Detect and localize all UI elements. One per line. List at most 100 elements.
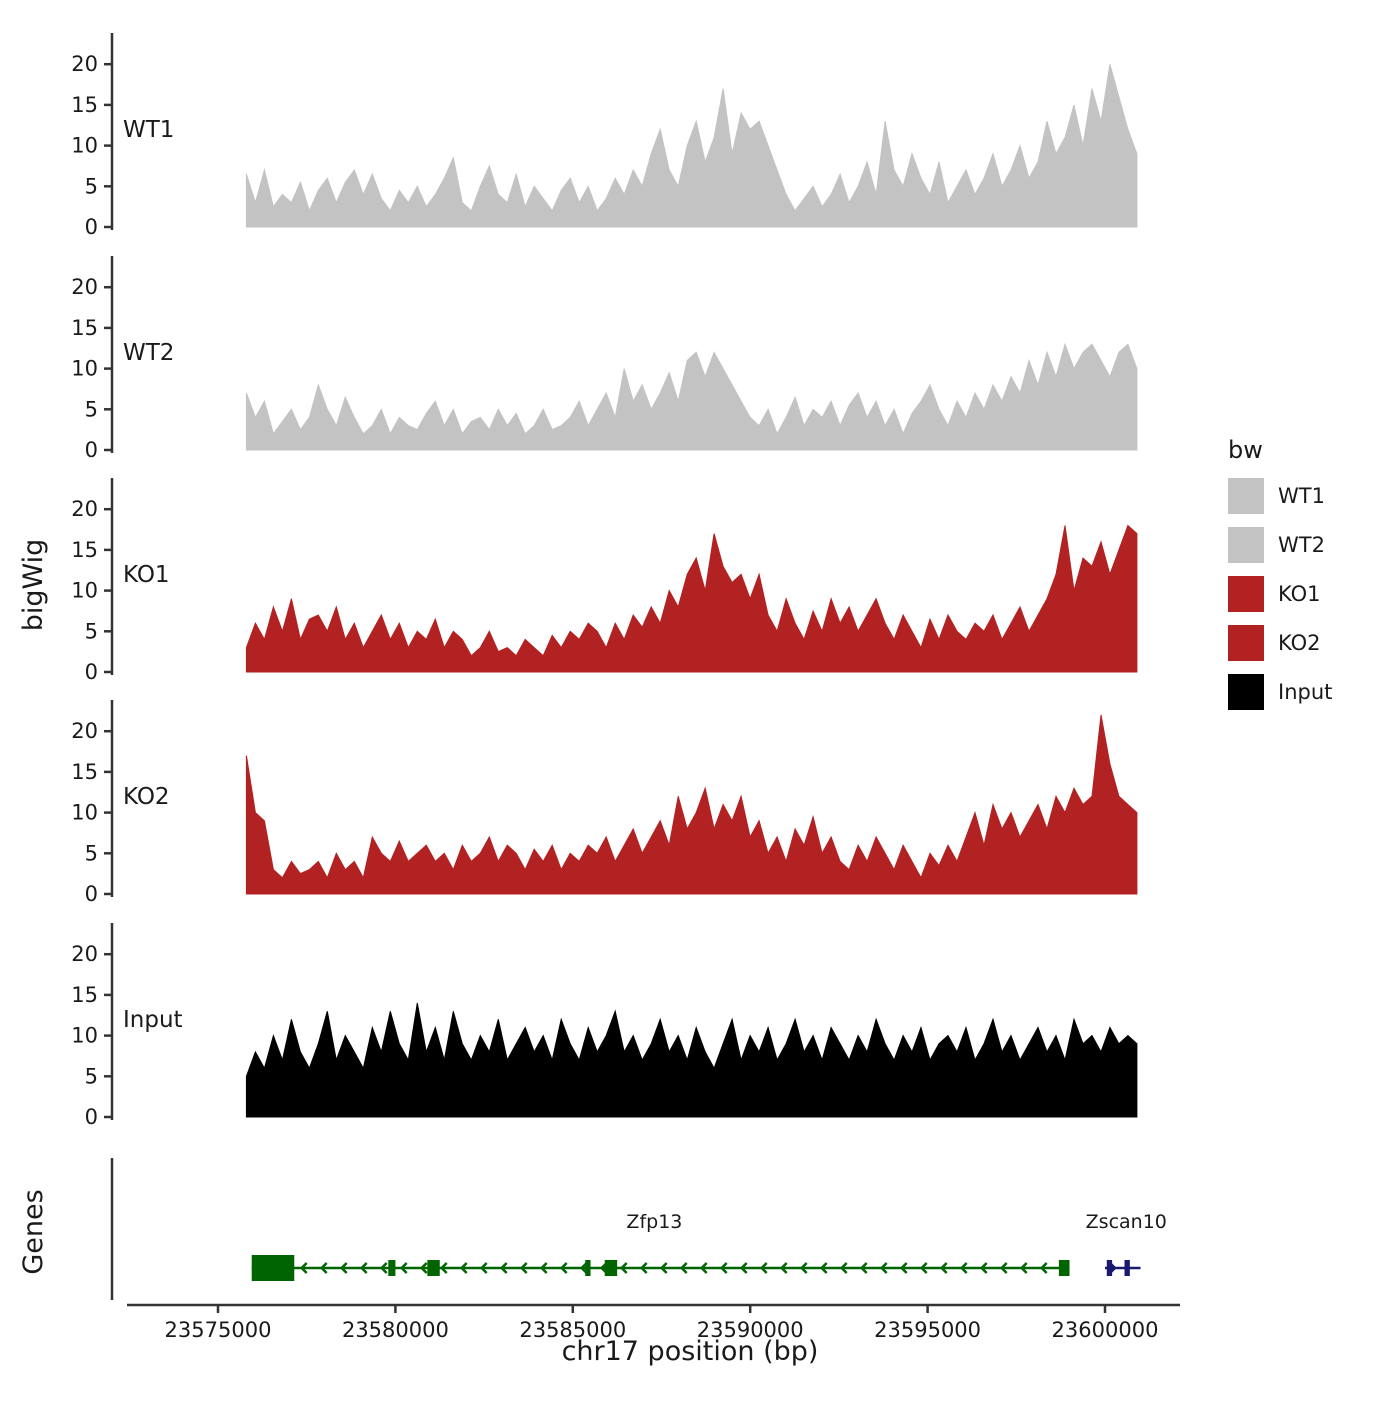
gene-zfp13: Zfp13: [251, 1211, 1070, 1281]
x-tick-label: 23600000: [1052, 1318, 1159, 1342]
gene-label: Zscan10: [1086, 1211, 1167, 1233]
y-tick-label: 15: [71, 983, 98, 1007]
y-tick-label: 15: [71, 538, 98, 562]
y-tick-label: 5: [85, 397, 98, 421]
y-tick-label: 10: [71, 801, 98, 825]
track-wt1: 0 5 10 15 20 WT1: [71, 33, 1138, 239]
exon: [1124, 1260, 1130, 1276]
legend-swatch-input: [1228, 674, 1264, 710]
strand-arrow: [479, 1262, 488, 1274]
strand-arrow: [519, 1262, 528, 1274]
strand-arrow: [719, 1262, 728, 1274]
track-label: WT1: [123, 117, 174, 143]
strand-arrow: [879, 1262, 888, 1274]
genes-axis-title: Genes: [18, 1189, 49, 1274]
strand-arrow: [459, 1262, 468, 1274]
legend-label: WT1: [1278, 484, 1325, 508]
y-axis-title: bigWig: [18, 539, 49, 632]
track-label: KO2: [123, 784, 170, 810]
legend-title: bw: [1228, 436, 1263, 464]
strand-arrow: [699, 1262, 708, 1274]
y-tick-label: 0: [85, 1105, 98, 1129]
y-tick-label: 20: [71, 497, 98, 521]
legend-swatch-wt2: [1228, 527, 1264, 563]
strand-arrow: [759, 1262, 768, 1274]
exon: [251, 1255, 295, 1281]
track-wt2: 0 5 10 15 20 WT2: [71, 256, 1138, 462]
legend: WT1 WT2 KO1 KO2 Input: [1228, 478, 1332, 710]
legend-swatch-ko2: [1228, 625, 1264, 661]
y-tick-label: 20: [71, 52, 98, 76]
strand-arrow: [1039, 1262, 1048, 1274]
strand-arrow: [799, 1262, 808, 1274]
strand-arrow: [679, 1262, 688, 1274]
exon: [604, 1260, 618, 1276]
strand-arrow: [559, 1262, 568, 1274]
track-input: 0 5 10 15 20 Input: [71, 923, 1138, 1129]
strand-arrow: [919, 1262, 928, 1274]
y-tick-label: 0: [85, 215, 98, 239]
strand-arrow: [979, 1262, 988, 1274]
legend-label: KO2: [1278, 631, 1321, 655]
y-tick-label: 0: [85, 438, 98, 462]
strand-arrow: [299, 1262, 308, 1274]
track-ko1: 0 5 10 15 20 KO1: [71, 478, 1138, 684]
y-tick-label: 15: [71, 93, 98, 117]
track-label: WT2: [123, 340, 174, 366]
strand-arrow: [639, 1262, 648, 1274]
y-tick-label: 10: [71, 134, 98, 158]
exon: [388, 1260, 396, 1276]
genes-panel: Zfp13 Zscan10: [110, 1158, 1167, 1300]
y-tick-label: 20: [71, 275, 98, 299]
y-tick-label: 5: [85, 619, 98, 643]
gene-zscan10: Zscan10: [1086, 1211, 1167, 1276]
x-axis-title: chr17 position (bp): [562, 1336, 819, 1367]
strand-arrow: [399, 1262, 408, 1274]
track-label: KO1: [123, 562, 170, 588]
y-tick-label: 0: [85, 660, 98, 684]
strand-arrow: [739, 1262, 748, 1274]
strand-arrow: [619, 1262, 628, 1274]
coverage-area-ko1: [245, 524, 1138, 673]
strand-arrow: [859, 1262, 868, 1274]
coverage-area-ko2: [245, 714, 1138, 895]
exon: [1058, 1260, 1070, 1276]
y-tick-label: 0: [85, 882, 98, 906]
exon: [585, 1260, 591, 1276]
y-tick-label: 20: [71, 942, 98, 966]
legend-label: WT2: [1278, 533, 1325, 557]
exon: [427, 1260, 440, 1276]
legend-swatch-wt1: [1228, 478, 1264, 514]
strand-arrow: [319, 1262, 328, 1274]
y-tick-label: 5: [85, 174, 98, 198]
y-tick-label: 5: [85, 1064, 98, 1088]
strand-arrow: [419, 1262, 428, 1274]
legend-swatch-ko1: [1228, 576, 1264, 612]
strand-arrow: [579, 1262, 588, 1274]
coverage-area-input: [245, 1002, 1138, 1118]
y-tick-label: 20: [71, 719, 98, 743]
strand-arrow: [659, 1262, 668, 1274]
strand-arrow: [839, 1262, 848, 1274]
legend-label: KO1: [1278, 582, 1321, 606]
strand-arrow: [499, 1262, 508, 1274]
x-tick-label: 23575000: [165, 1318, 272, 1342]
track-ko2: 0 5 10 15 20 KO2: [71, 700, 1138, 906]
strand-arrow: [959, 1262, 968, 1274]
strand-arrow: [899, 1262, 908, 1274]
strand-arrow: [439, 1262, 448, 1274]
strand-arrow: [819, 1262, 828, 1274]
strand-arrow: [359, 1262, 368, 1274]
x-tick-label: 23595000: [874, 1318, 981, 1342]
track-label: Input: [123, 1007, 183, 1033]
x-tick-label: 23590000: [697, 1318, 804, 1342]
y-tick-label: 15: [71, 760, 98, 784]
coverage-area-wt2: [245, 342, 1138, 451]
strand-arrow: [339, 1262, 348, 1274]
coverage-area-wt1: [245, 64, 1138, 228]
y-tick-label: 5: [85, 841, 98, 865]
y-tick-label: 10: [71, 579, 98, 603]
x-tick-label: 23580000: [342, 1318, 449, 1342]
